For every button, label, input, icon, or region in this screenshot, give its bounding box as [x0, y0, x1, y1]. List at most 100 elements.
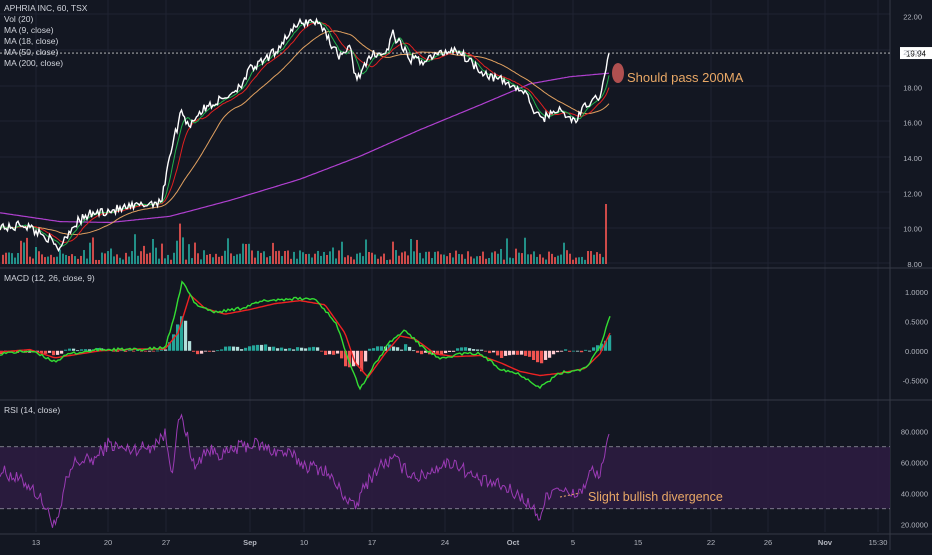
volume-bar	[398, 255, 400, 264]
rsi-band	[0, 446, 890, 509]
volume-bar	[488, 258, 490, 264]
macd-histogram-bar	[232, 346, 236, 351]
volume-bar	[512, 258, 514, 264]
volume-bar	[269, 256, 271, 264]
macd-histogram-bar	[76, 350, 80, 352]
volume-bar	[362, 256, 364, 264]
macd-histogram-bar	[316, 347, 320, 351]
macd-histogram-bar	[44, 350, 48, 354]
volume-bar	[77, 258, 79, 264]
annotation-rsi-note: Slight bullish divergence	[588, 490, 723, 504]
macd-histogram-bar	[520, 350, 524, 355]
volume-bar	[299, 250, 301, 264]
time-tick-label: 5	[571, 538, 575, 547]
macd-histogram-bar	[308, 347, 312, 351]
price-tick-label: 16.00	[903, 119, 922, 128]
macd-histogram-bar	[408, 346, 412, 351]
volume-bar	[41, 254, 43, 264]
macd-histogram-bar	[348, 350, 352, 368]
volume-bar	[83, 250, 85, 264]
macd-histogram-bar	[344, 350, 348, 367]
volume-bar	[545, 259, 547, 264]
macd-histogram-bar	[420, 350, 424, 355]
legend-vol[interactable]: Vol (20)	[4, 14, 34, 24]
volume-bar	[419, 252, 421, 264]
volume-bar	[536, 256, 538, 264]
price-tick-label: 18.00	[903, 83, 922, 92]
macd-histogram-bar	[152, 350, 156, 352]
macd-histogram-bar	[532, 350, 536, 360]
volume-bar	[500, 248, 502, 264]
volume-bar	[494, 251, 496, 264]
macd-histogram-bar	[148, 350, 152, 352]
macd-histogram-bar	[396, 347, 400, 351]
time-tick-label: Sep	[243, 538, 257, 547]
macd-histogram-bar	[204, 350, 208, 352]
macd-histogram-bar	[360, 350, 364, 372]
macd-tick-label: 1.0000	[905, 288, 928, 297]
volume-bar	[377, 258, 379, 264]
macd-histogram-bar	[260, 344, 264, 351]
volume-bar	[281, 256, 283, 264]
macd-histogram-bar	[228, 346, 232, 351]
volume-bar	[146, 253, 148, 264]
volume-bar	[110, 248, 112, 264]
legend-ma200[interactable]: MA (200, close)	[4, 58, 64, 68]
macd-title[interactable]: MACD (12, 26, close, 9)	[4, 273, 95, 283]
macd-histogram-bar	[504, 350, 508, 356]
volume-bar	[443, 254, 445, 264]
rsi-tick-label: 80.0000	[901, 427, 928, 436]
volume-bar	[470, 256, 472, 264]
volume-bar	[572, 259, 574, 264]
volume-bar	[17, 253, 19, 264]
macd-histogram-bar	[40, 350, 44, 354]
rsi-title[interactable]: RSI (14, close)	[4, 405, 61, 415]
symbol-title[interactable]: APHRIA INC, 60, TSX	[4, 3, 88, 13]
volume-bar	[206, 254, 208, 264]
macd-histogram-bar	[480, 349, 484, 351]
volume-bar	[140, 251, 142, 264]
volume-bar	[287, 250, 289, 264]
legend-ma50[interactable]: MA (50, close)	[4, 47, 59, 57]
volume-bar	[509, 257, 511, 264]
macd-histogram-bar	[588, 350, 592, 352]
volume-bar	[476, 256, 478, 264]
macd-histogram-bar	[268, 346, 272, 351]
volume-bar	[284, 251, 286, 264]
volume-bar	[575, 257, 577, 264]
volume-bar	[266, 257, 268, 264]
volume-bar	[188, 244, 190, 264]
volume-bar	[128, 256, 130, 264]
volume-bar	[434, 251, 436, 264]
volume-bar	[98, 259, 100, 264]
legend-ma18[interactable]: MA (18, close)	[4, 36, 59, 46]
macd-histogram-bar	[536, 350, 540, 363]
volume-bar	[347, 255, 349, 264]
legend-ma9[interactable]: MA (9, close)	[4, 25, 54, 35]
macd-histogram-bar	[184, 320, 188, 351]
volume-bar	[95, 259, 97, 264]
volume-bar	[341, 241, 343, 264]
volume-bar	[272, 242, 274, 264]
volume-bar	[605, 204, 607, 264]
macd-histogram-bar	[288, 348, 292, 351]
volume-bar	[581, 256, 583, 264]
rsi-tick-label: 40.0000	[901, 489, 928, 498]
volume-bar	[68, 256, 70, 264]
volume-bar	[491, 252, 493, 264]
volume-bar	[374, 254, 376, 264]
volume-bar	[200, 259, 202, 264]
volume-bar	[191, 258, 193, 264]
volume-bar	[410, 238, 412, 264]
volume-bar	[353, 259, 355, 264]
volume-bar	[113, 256, 115, 264]
macd-legend: MACD (12, 26, close, 9)	[4, 273, 95, 284]
volume-bar	[344, 257, 346, 264]
macd-histogram-bar	[600, 343, 604, 351]
volume-bar	[518, 252, 520, 264]
volume-bar	[155, 247, 157, 264]
volume-bar	[515, 248, 517, 264]
time-tick-label: 22	[707, 538, 715, 547]
macd-histogram-bar	[164, 349, 168, 351]
